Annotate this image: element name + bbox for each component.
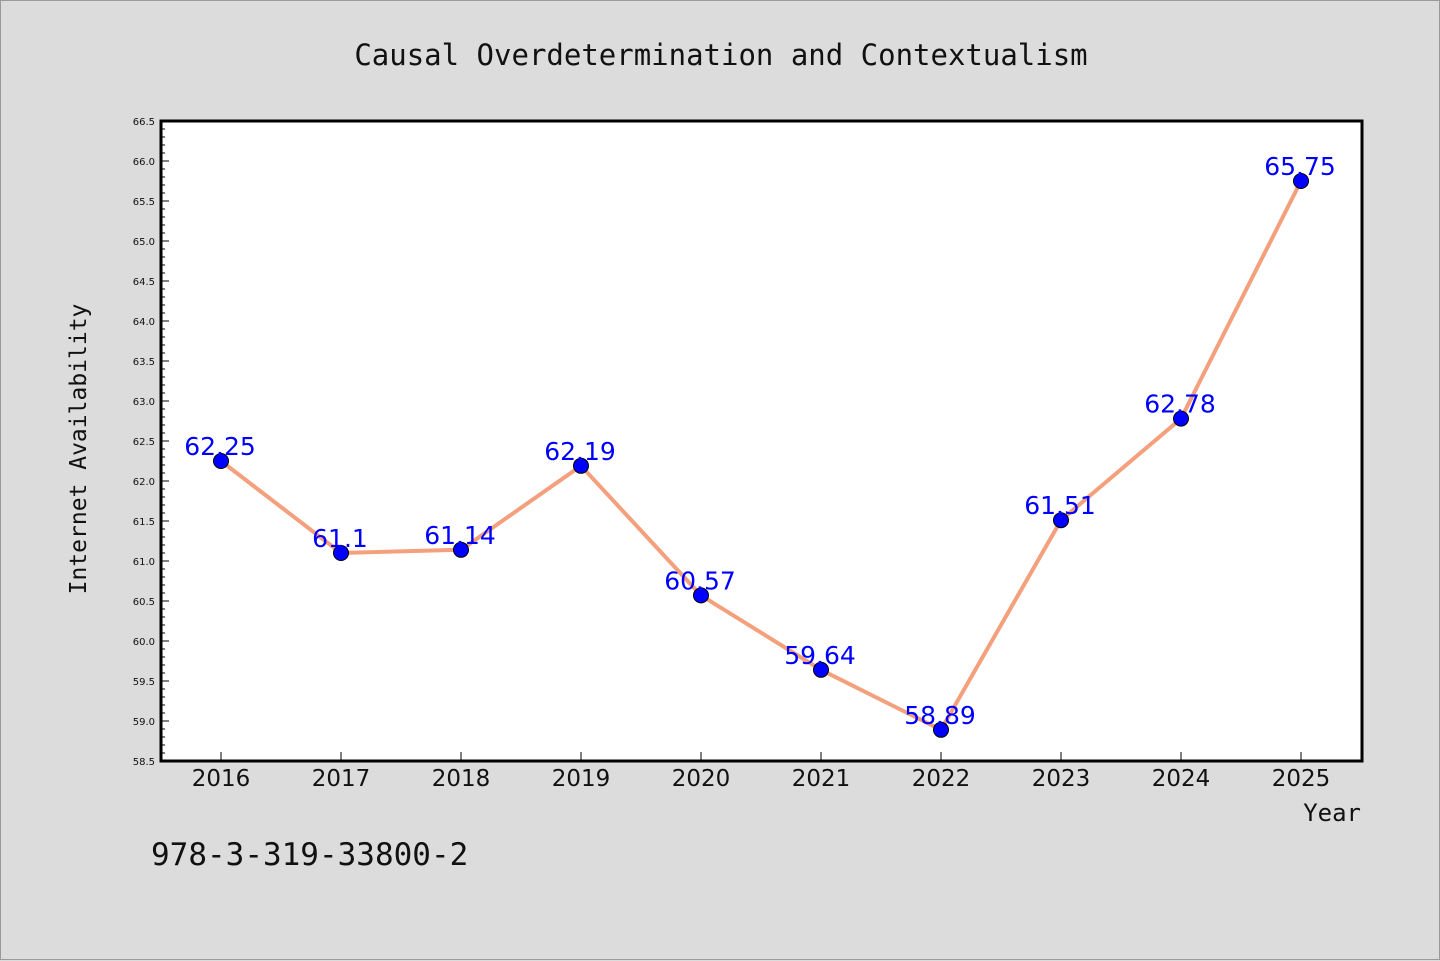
data-point <box>693 587 709 604</box>
data-point <box>213 453 229 469</box>
y-axis-label: Internet Availability <box>66 304 92 595</box>
data-labels: 62.25 61.1 61.14 62.19 60.57 59.64 58.89 61.51 6… <box>184 152 1336 730</box>
plot-area <box>159 119 1364 763</box>
y-tick-label: 60.0 <box>133 637 155 648</box>
y-tick-label: 61.5 <box>133 517 155 528</box>
x-tick-label: 2019 <box>552 766 611 792</box>
y-tick-label: 63.5 <box>133 357 155 368</box>
data-label: 59.64 <box>784 641 856 670</box>
y-tick-label: 66.0 <box>133 157 155 168</box>
x-tick-label: 2017 <box>312 766 371 792</box>
data-point <box>813 661 829 678</box>
data-label: 62.25 <box>184 432 256 461</box>
y-tick-label: 62.0 <box>133 477 155 488</box>
x-tick-label: 2024 <box>1152 766 1211 792</box>
data-point <box>333 545 349 561</box>
x-tick-label: 2020 <box>672 766 731 792</box>
y-tick-label: 64.5 <box>133 277 155 288</box>
data-point <box>1053 512 1069 529</box>
x-tick-label: 2022 <box>912 766 971 792</box>
x-tick-label: 2025 <box>1272 766 1331 792</box>
footer-isbn: 978-3-319-33800-2 <box>151 837 468 873</box>
y-tick-label: 63.0 <box>133 397 155 408</box>
y-tick-label: 65.0 <box>133 237 155 248</box>
y-axis: 58.5 59.0 59.5 60.0 60.5 61.0 61.5 62.0 62.5 63.0… <box>133 117 169 768</box>
data-label: 60.57 <box>664 566 736 595</box>
y-tick-label: 60.5 <box>133 597 155 608</box>
data-label: 61.51 <box>1024 491 1096 520</box>
y-tick-label: 59.5 <box>133 677 155 688</box>
y-tick-label: 64.0 <box>133 317 155 328</box>
data-point <box>573 457 589 474</box>
x-tick-label: 2021 <box>792 766 851 792</box>
x-tick-label: 2023 <box>1032 766 1091 792</box>
chart-title: Causal Overdetermination and Contextuali… <box>354 38 1087 72</box>
y-tick-label: 65.5 <box>133 197 155 208</box>
x-tick-label: 2016 <box>192 766 251 792</box>
y-tick-label: 58.5 <box>133 757 155 768</box>
data-label: 62.19 <box>544 437 616 466</box>
x-tick-label: 2018 <box>432 766 491 792</box>
series-line <box>219 180 1303 732</box>
data-point <box>1173 410 1189 427</box>
data-point <box>453 541 469 558</box>
data-label: 65.75 <box>1264 152 1336 181</box>
x-axis: 2016 2017 2018 2019 2020 2021 2022 2023 2024 2025 <box>192 752 1331 792</box>
y-tick-label: 62.5 <box>133 437 155 448</box>
data-label: 62.78 <box>1144 390 1216 419</box>
y-tick-label: 66.5 <box>133 117 155 128</box>
x-axis-label: Year <box>1303 799 1361 827</box>
y-tick-label: 61.0 <box>133 557 155 568</box>
data-label: 58.89 <box>904 701 976 730</box>
data-label: 61.14 <box>424 521 496 550</box>
data-point <box>933 721 949 738</box>
y-tick-label: 59.0 <box>133 717 155 728</box>
data-point <box>1293 173 1309 189</box>
data-label: 61.1 <box>312 524 368 553</box>
data-markers <box>213 173 1309 738</box>
